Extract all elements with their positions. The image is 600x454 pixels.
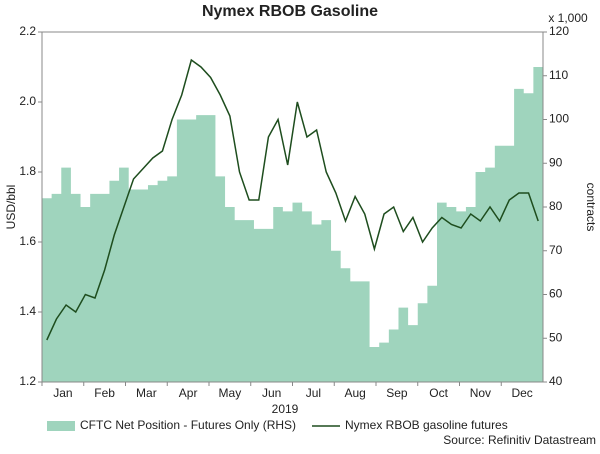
y2-tick-label: 100: [549, 112, 569, 126]
chart-title: Nymex RBOB Gasoline: [202, 3, 378, 20]
y2-tick-label: 60: [549, 287, 563, 301]
x-tick-label: Aug: [344, 386, 365, 400]
y-tick-label: 1.8: [19, 164, 36, 178]
y-tick-label: 1.6: [19, 234, 36, 248]
x-tick-label: Jul: [306, 386, 321, 400]
y2-tick-label: 80: [549, 199, 563, 213]
x-tick-label: Apr: [179, 386, 198, 400]
x-tick-label: Nov: [470, 386, 491, 400]
x-tick-label: Mar: [136, 386, 157, 400]
x-tick-label: Jan: [53, 386, 72, 400]
y2-tick-label: 40: [549, 374, 563, 388]
x-tick-label: Feb: [94, 386, 115, 400]
y2-axis-label: contracts: [584, 183, 598, 232]
y-tick-label: 1.2: [19, 374, 36, 388]
x-tick-label: Dec: [511, 386, 532, 400]
legend-label: Nymex RBOB gasoline futures: [345, 418, 508, 432]
legend-label: CFTC Net Position - Futures Only (RHS): [80, 418, 296, 432]
y2-tick-label: 90: [549, 155, 563, 169]
y2-tick-label: 110: [549, 68, 568, 82]
y2-tick-label: 120: [549, 24, 569, 38]
y2-tick-label: 70: [549, 243, 563, 257]
source: Source: Refinitiv Datastream: [443, 433, 596, 447]
x-tick-label: Sep: [386, 386, 408, 400]
x-axis-label: 2019: [272, 402, 299, 416]
y-tick-label: 1.4: [19, 304, 36, 318]
y2-unit: x 1,000: [548, 11, 588, 25]
line: [46, 58, 539, 341]
area: [42, 67, 543, 382]
y-tick-label: 2.0: [19, 94, 36, 108]
y-axis-label: USD/bbl: [4, 185, 18, 230]
legend-swatch: [47, 421, 75, 431]
x-tick-label: Oct: [429, 386, 448, 400]
x-tick-label: Jun: [262, 386, 281, 400]
y2-tick-label: 50: [549, 330, 563, 344]
x-tick-label: May: [219, 386, 242, 400]
y-tick-label: 2.2: [19, 24, 36, 38]
